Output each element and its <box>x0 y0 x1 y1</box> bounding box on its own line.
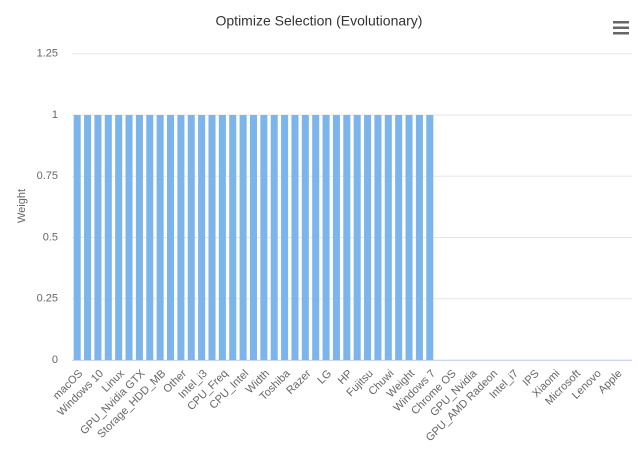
bar <box>415 115 423 360</box>
bar <box>353 115 361 360</box>
bar <box>115 115 123 360</box>
bar <box>322 115 330 360</box>
y-tick-label: 0.25 <box>37 293 58 305</box>
bar <box>281 115 289 360</box>
bar <box>146 115 154 360</box>
bar <box>229 115 237 360</box>
bar <box>156 115 164 360</box>
y-tick-label: 1 <box>52 109 58 121</box>
x-tick-label: LG <box>315 368 334 387</box>
bar <box>332 115 340 360</box>
bar <box>84 115 92 360</box>
bar <box>405 115 413 360</box>
bar <box>218 115 226 360</box>
bar <box>135 115 143 360</box>
bar <box>301 115 309 360</box>
y-tick-label: 1.25 <box>37 48 58 60</box>
bar <box>94 115 102 360</box>
bar <box>395 115 403 360</box>
y-tick-label: 0 <box>52 354 58 366</box>
bar <box>312 115 320 360</box>
menu-bar <box>613 26 629 29</box>
y-tick-label: 0.75 <box>37 170 58 182</box>
x-tick-label: Razer <box>284 367 313 396</box>
bar <box>426 115 434 360</box>
bar <box>239 115 247 360</box>
bar <box>260 115 268 360</box>
bar <box>177 115 185 360</box>
chart-title: Optimize Selection (Evolutionary) <box>216 13 423 29</box>
x-tick-label: Apple <box>596 368 624 396</box>
bar <box>291 115 299 360</box>
bar <box>104 115 112 360</box>
bar <box>208 115 216 360</box>
menu-button[interactable] <box>613 21 629 35</box>
bar <box>249 115 258 360</box>
bar <box>374 115 382 360</box>
menu-bar <box>613 21 629 24</box>
bar <box>343 115 351 360</box>
bar <box>73 115 81 360</box>
y-axis-label: Weight <box>16 189 28 223</box>
y-tick-label: 0.5 <box>43 231 58 243</box>
bar <box>125 115 133 360</box>
menu-bar <box>613 32 629 35</box>
bar <box>187 115 195 360</box>
bar <box>384 115 392 360</box>
bar <box>270 115 278 360</box>
bar <box>198 115 206 360</box>
bar <box>364 115 372 360</box>
bar <box>166 115 175 360</box>
